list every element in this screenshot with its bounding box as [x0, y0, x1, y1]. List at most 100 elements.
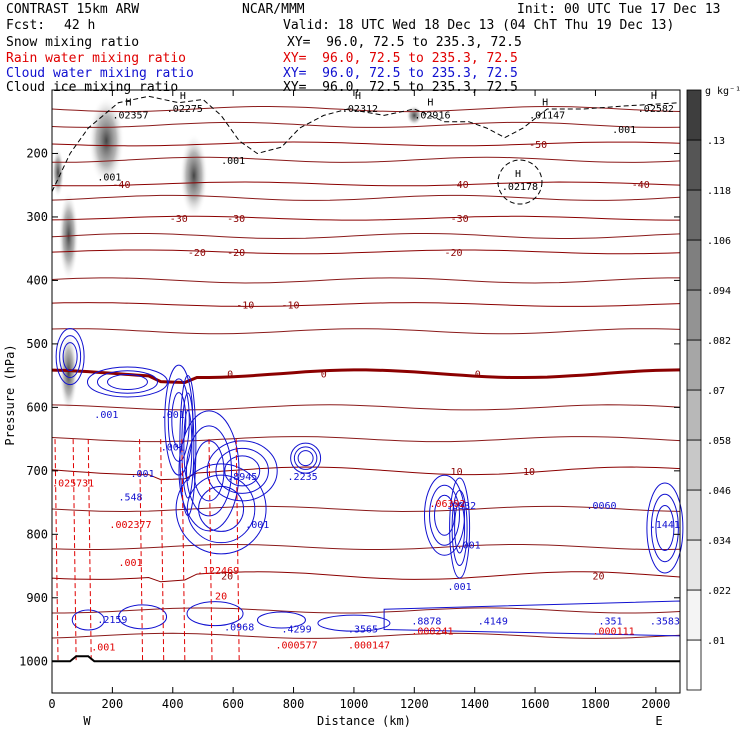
- temperature-contour-minor: [51, 233, 681, 240]
- cloud-ice-max-label: .02357: [112, 110, 148, 121]
- x-axis-label: Distance (km): [317, 714, 411, 728]
- colorbar-label: .106: [707, 236, 731, 247]
- temperature-contour: [51, 368, 681, 385]
- cloud-water-contour: [297, 450, 314, 467]
- field-cloudice-name: Cloud ice mixing ratio: [6, 80, 179, 95]
- x-tick-label: 2000: [641, 697, 670, 711]
- colorbar-swatch: [686, 239, 702, 291]
- cloud-water-max-label: .001: [245, 520, 269, 531]
- east-end-label: E: [655, 714, 662, 728]
- temperature-contour-label: -40: [451, 180, 469, 191]
- rain-contour: [181, 439, 186, 662]
- temperature-contour-label: -20: [227, 248, 245, 259]
- annotation-layer: -50 -40 -40 -40 -30 -30 -30 -20 -20 -20 -10 -10 0 0 0 1…: [52, 91, 680, 653]
- temperature-contour: [51, 302, 681, 307]
- cloud-water-max-label: .8945: [227, 472, 257, 483]
- cloud-water-contour: [71, 609, 105, 631]
- cloud-water-max-label: .0932: [446, 501, 476, 512]
- temperature-contour-label: -10: [236, 301, 254, 312]
- y-tick-label: 900: [26, 591, 48, 605]
- colorbar-unit: g kg⁻¹: [705, 86, 740, 97]
- colorbar-label: .13: [707, 136, 725, 147]
- colorbar-swatch: [686, 139, 702, 191]
- cloud-water-contour: [96, 370, 158, 394]
- y-tick-label: 700: [26, 464, 48, 478]
- cloud-ice-max-h-marker: H: [125, 97, 131, 108]
- cloud-water-max-label: .0060: [586, 501, 616, 512]
- colorbar-label: .034: [707, 536, 731, 547]
- rain-max-label: .001: [91, 642, 115, 653]
- temperature-contour-label: 10: [451, 467, 463, 478]
- temperature-contour-minor: [51, 105, 681, 113]
- forecast-hour: 42 h: [64, 18, 96, 33]
- cloud-water-contour: [186, 425, 232, 517]
- center-label: NCAR/MMM: [242, 2, 305, 17]
- rain-contour: [54, 439, 59, 662]
- cloud-water-contour: [175, 463, 267, 555]
- temperature-contour-label: 20: [592, 572, 604, 583]
- x-tick-label: 1400: [460, 697, 489, 711]
- temperature-contour-label: -50: [529, 140, 547, 151]
- cloud-water-max-label: .3583: [650, 616, 680, 627]
- cloud-ice-max-label: .02582: [638, 104, 674, 115]
- cloud-water-contour: [454, 502, 466, 554]
- temperature-contour: [51, 249, 681, 255]
- temperature-contour-minor: [51, 543, 681, 550]
- x-tick-label: 1000: [339, 697, 368, 711]
- colorbar-swatch: [686, 489, 702, 541]
- field-rain-name: Rain water mixing ratio: [6, 51, 187, 66]
- cloud-water-contour: [646, 482, 684, 574]
- temperature-contour-label: 0: [227, 370, 233, 381]
- cloud-water-max-label: .2159: [97, 615, 127, 626]
- temperature-contour-minor: [51, 505, 681, 513]
- field-rain-xy: XY= 96.0, 72.5 to 235.3, 72.5: [283, 51, 518, 66]
- cloud-water-contour: [293, 446, 318, 470]
- y-tick-label: 200: [26, 146, 48, 160]
- rain-max-label: .000111: [592, 626, 634, 637]
- cloud-water-max-label: .351: [599, 616, 623, 627]
- temperature-contour-label: 0: [475, 370, 481, 381]
- cloud-water-max-label: .001: [161, 442, 185, 453]
- colorbar-label: .022: [707, 586, 731, 597]
- field-cloudwater-name: Cloud water mixing ratio: [6, 66, 194, 81]
- model-title: CONTRAST 15km ARW: [6, 2, 140, 17]
- field-snow-name: Snow mixing ratio: [6, 35, 140, 50]
- temperature-contour: [51, 571, 681, 583]
- rain-max-label: .002377: [109, 520, 151, 531]
- colorbar-swatch: [686, 189, 702, 241]
- rain-max-label: .025731: [52, 479, 94, 490]
- cloud-ice-contour: [51, 95, 681, 192]
- init-time: Init: 00 UTC Tue 17 Dec 13: [517, 2, 721, 17]
- x-tick-label: 400: [162, 697, 184, 711]
- cloud-water-max-label: .548: [118, 493, 142, 504]
- rain-max-label: .06392: [429, 499, 465, 510]
- cloud-water-max-label: .4149: [478, 616, 508, 627]
- temperature-contour: [51, 141, 681, 147]
- y-axis-label: Pressure (hPa): [3, 344, 17, 445]
- cloud-ice-max-h-marker: H: [180, 91, 186, 102]
- temperature-contour-minor: [51, 121, 681, 128]
- temperature-contour-label: -40: [632, 180, 650, 191]
- x-tick-label: 1200: [400, 697, 429, 711]
- snow-max-label: .001: [97, 173, 121, 184]
- cloud-water-contour: [118, 604, 168, 630]
- cloud-water-contour: [424, 474, 465, 556]
- west-end-label: W: [83, 714, 91, 728]
- cloud-water-max-label: .3565: [348, 625, 378, 636]
- cloud-water-max-label: .8878: [411, 616, 441, 627]
- rain-contour: [160, 439, 165, 662]
- cloud-water-contour: [171, 392, 187, 449]
- cloud-water-contour: [224, 455, 261, 487]
- rain-contour: [208, 439, 213, 662]
- temperature-contour-label: -20: [445, 248, 463, 259]
- y-tick-label: 800: [26, 527, 48, 541]
- cloud-ice-max-h-marker: H: [542, 97, 548, 108]
- snow-max-label: .001: [221, 156, 245, 167]
- colorbar-label: .01: [707, 636, 725, 647]
- colorbar-swatch: [686, 539, 702, 591]
- cloud-water-max-label: .4299: [282, 625, 312, 636]
- snow-shade-blob: [88, 95, 125, 186]
- cloud-water-max-label: .1441: [650, 520, 680, 531]
- cloud-water-max-label: .001: [94, 410, 118, 421]
